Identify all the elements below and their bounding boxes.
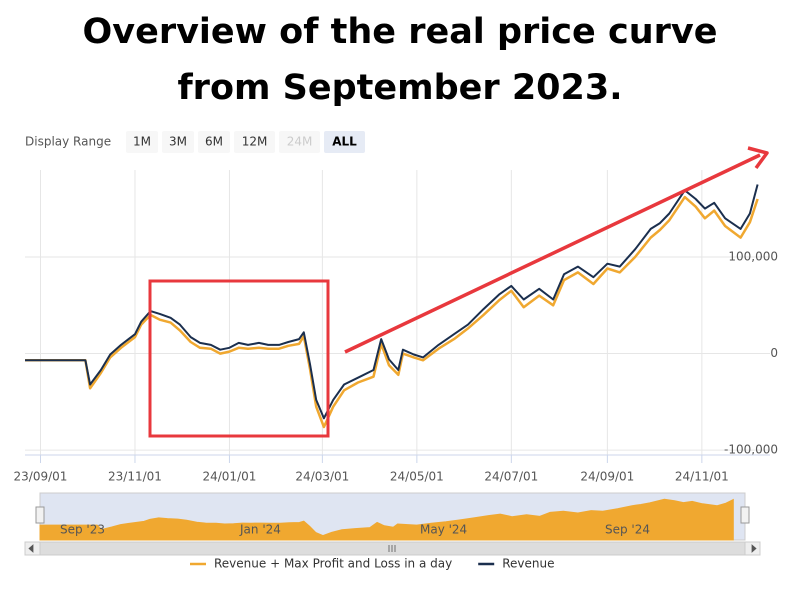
y-tick-label: 0 (770, 346, 778, 360)
range-button[interactable] (126, 131, 158, 153)
chart-title: Overview of the real price curve from Se… (82, 12, 718, 108)
range-button-label[interactable]: 3M (169, 135, 187, 149)
scrollbar-arrows (28, 544, 757, 553)
scrollbar-thumb[interactable] (39, 541, 746, 556)
line (25, 195, 759, 429)
range-button-label[interactable]: ALL (332, 135, 357, 149)
legend-label[interactable]: Revenue + Max Profit and Loss in a day (214, 557, 452, 571)
navigator-area (39, 498, 734, 541)
navigator-handle[interactable] (740, 506, 750, 524)
range-button[interactable] (162, 131, 194, 153)
annotation-arrowhead (747, 146, 769, 170)
annotation-arrow (344, 153, 761, 354)
range-button-label: 24M (287, 135, 313, 149)
range-button-label[interactable]: 12M (242, 135, 268, 149)
y-tick-label: -100,000 (724, 443, 778, 457)
x-tick-label: 24/01/01 (202, 470, 256, 484)
x-tick-label: 24/09/01 (580, 470, 634, 484)
range-button[interactable] (324, 131, 365, 153)
y-tick-label: 100,000 (728, 249, 778, 263)
navigator-label: Jan '24 (239, 523, 281, 537)
x-tick-label: 24/03/01 (295, 470, 349, 484)
navigator-label: May '24 (420, 523, 467, 537)
range-button[interactable] (198, 131, 230, 153)
navigator-label: Sep '23 (60, 523, 105, 537)
navigator-label: Sep '24 (605, 523, 650, 537)
range-button[interactable] (234, 131, 275, 153)
range-button (279, 131, 320, 153)
line (25, 184, 759, 420)
navigator-handle[interactable] (35, 506, 45, 524)
x-tick-label: 24/11/01 (675, 470, 729, 484)
x-tick-label: 23/09/01 (14, 470, 68, 484)
x-tick-label: 23/11/01 (108, 470, 162, 484)
annotation-box (148, 279, 330, 438)
range-label: Display Range (25, 135, 111, 149)
x-tick-label: 24/07/01 (484, 470, 538, 484)
plot-area (25, 170, 770, 455)
range-button-label[interactable]: 6M (205, 135, 223, 149)
x-tick-label: 24/05/01 (390, 470, 444, 484)
legend-label[interactable]: Revenue (502, 557, 554, 571)
range-button-label[interactable]: 1M (133, 135, 151, 149)
